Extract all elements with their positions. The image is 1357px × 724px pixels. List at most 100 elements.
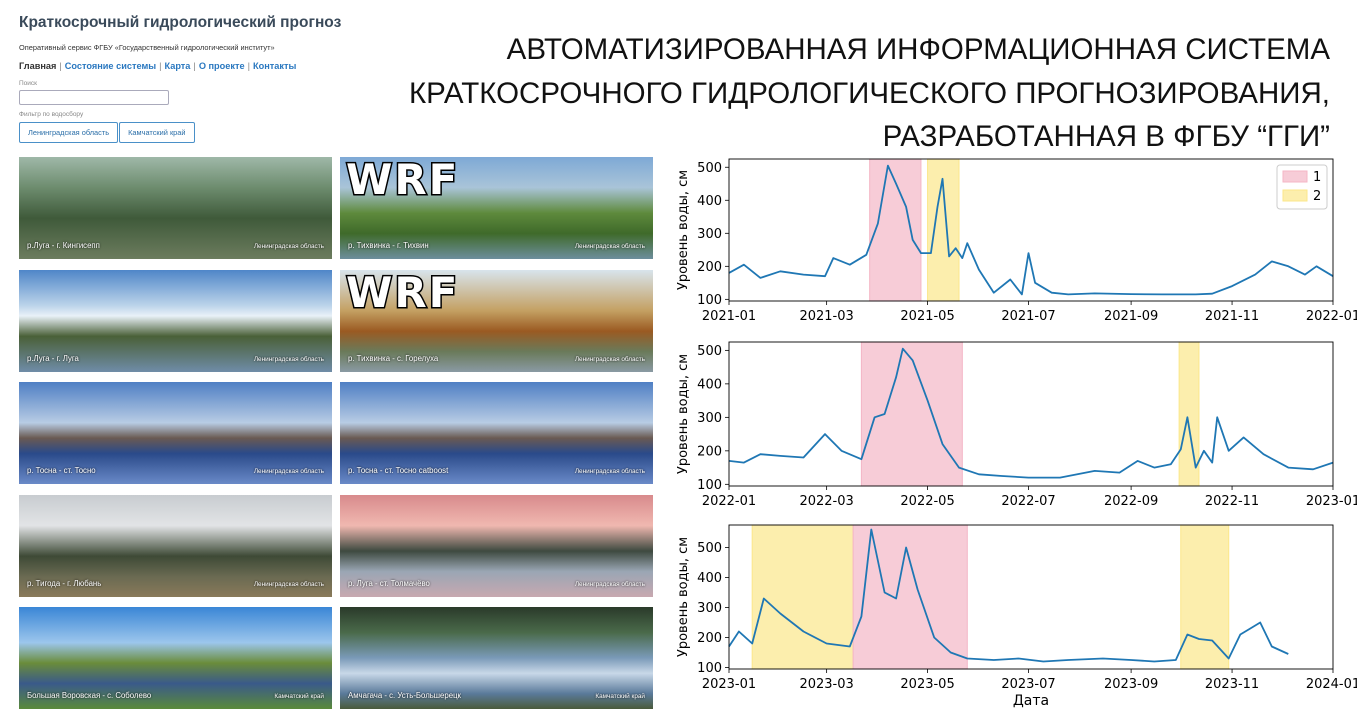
headline: АВТОМАТИЗИРОВАННАЯ ИНФОРМАЦИОННАЯ СИСТЕМ… [409, 28, 1330, 159]
search-input[interactable] [19, 90, 169, 105]
filter-group: Ленинградская область Камчатский край [19, 122, 195, 143]
plot-frame [728, 158, 1334, 302]
station-photo [340, 157, 653, 259]
station-region: Ленинградская область [253, 355, 324, 363]
y-axis-label: Уровень воды, см [676, 170, 691, 290]
station-card[interactable]: WRF р. Тихвинка - с. Горелуха Ленинградска… [340, 269, 653, 372]
station-photo [19, 494, 332, 597]
headline-line-2: КРАТКОСРОЧНОГО ГИДРОЛОГИЧЕСКОГО ПРОГНОЗИ… [408, 76, 1330, 110]
x-tick-label: 2022-09 [1104, 494, 1158, 509]
filter-label: Фильтр по водосбору [19, 111, 84, 118]
station-name: р. Тосна - ст. Тосно [27, 466, 96, 475]
x-tick-label: 2023-01 [1306, 494, 1357, 509]
station-card[interactable]: р.Луга - г. Луга Ленинградская область [19, 269, 332, 372]
station-region: Ленинградская область [574, 468, 645, 475]
y-tick-label: 300 [697, 601, 722, 616]
y-axis-label: Уровень воды, см [676, 354, 691, 474]
site-title: Краткосрочный гидрологический прогноз [19, 14, 342, 31]
wrf-badge: WRF [344, 269, 460, 317]
highlight-band [751, 524, 854, 670]
y-tick-label: 100 [697, 661, 722, 676]
x-tick-label: 2023-07 [1001, 677, 1055, 692]
charts-panel: 100 200 300 400 500 2021-01 2021-03 2021-05 2021… [670, 150, 1357, 719]
station-card[interactable]: р. Тосна - ст. Тосно Ленинградская област… [19, 382, 332, 484]
headline-line-3: РАЗРАБОТАННАЯ В ФГБУ “ГГИ” [882, 120, 1330, 153]
station-card[interactable]: р. Луга - ст. Толмачёво Ленинградская обл… [340, 494, 653, 597]
highlight-band [852, 524, 968, 670]
x-tick-label: 2021-01 [702, 309, 756, 324]
station-photo [19, 607, 332, 709]
x-tick-label: 2022-03 [799, 494, 853, 509]
y-tick-label: 500 [697, 161, 722, 176]
station-photo [340, 269, 653, 372]
station-card[interactable]: WRF р. Тихвинка - г. Тихвин Ленинградская … [340, 157, 653, 259]
station-region: Ленинградская область [574, 580, 645, 588]
x-tick-label: 2023-09 [1104, 677, 1158, 692]
x-tick-label: 2022-05 [900, 494, 954, 509]
website-screenshot: Краткосрочный гидрологический прогноз Оп… [0, 0, 660, 719]
x-tick-label: 2023-05 [900, 677, 954, 692]
station-name: р. Тосна - ст. Тосно catboost [348, 466, 449, 475]
x-tick-label: 2023-03 [799, 677, 853, 692]
station-photo [340, 607, 653, 709]
station-name: р. Луга - ст. Толмачёво [348, 578, 430, 588]
highlight-band [860, 341, 963, 487]
filter-leningrad-button[interactable]: Ленинградская область [19, 122, 119, 143]
station-card[interactable]: Амчагача - с. Усть-Большерецк Камчатский … [340, 607, 653, 709]
x-tick-label: 2021-03 [799, 309, 853, 324]
station-name: р. Тихвинка - с. Горелуха [348, 353, 439, 363]
series-line [728, 347, 1334, 479]
station-region: Ленинградская область [574, 355, 645, 363]
station-name: р. Тихвинка - г. Тихвин [348, 241, 429, 250]
x-tick-label: 2021-05 [900, 309, 954, 324]
station-region: Ленинградская область [253, 580, 324, 588]
station-photo [19, 382, 332, 484]
search-label: Поиск [19, 80, 38, 87]
nav-contacts[interactable]: Контакты [253, 61, 297, 71]
station-card[interactable]: р.Луга - г. Кингисепп Ленинградская облас… [19, 157, 332, 259]
x-tick-label: 2024-01 [1306, 677, 1357, 692]
y-tick-label: 200 [697, 631, 722, 646]
chart-3: 100 200 300 400 500 2023-01 2023-03 2023-05 2023… [676, 524, 1357, 709]
station-region: Камчатский край [274, 693, 324, 700]
x-tick-label: 2023-01 [702, 677, 756, 692]
legend-swatch [1282, 170, 1308, 183]
chart-2: 100 200 300 400 500 2022-01 2022-03 2022-05 2022… [676, 341, 1357, 509]
station-name: р.Луга - г. Луга [27, 353, 79, 363]
x-tick-label: 2022-01 [1306, 309, 1357, 324]
y-tick-label: 400 [697, 377, 722, 392]
nav-status[interactable]: Состояние системы [64, 61, 157, 71]
x-tick-label: 2022-11 [1205, 494, 1259, 509]
y-tick-label: 200 [697, 444, 722, 459]
station-card[interactable]: Большая Воровская - с. Соболево Камчатски… [19, 607, 332, 709]
nav-home[interactable]: Главная [19, 61, 57, 71]
nav-about[interactable]: О проекте [198, 61, 245, 71]
wrf-badge: WRF [344, 157, 460, 204]
station-region: Ленинградская область [253, 468, 324, 475]
y-tick-label: 200 [697, 260, 722, 275]
y-tick-label: 500 [697, 344, 722, 359]
series-line [728, 528, 1289, 663]
y-tick-label: 100 [697, 478, 722, 493]
y-tick-label: 100 [697, 293, 722, 308]
y-tick-label: 400 [697, 571, 722, 586]
x-tick-label: 2021-11 [1205, 309, 1259, 324]
filter-kamchatka-button[interactable]: Камчатский край [119, 122, 195, 143]
highlight-band [1180, 524, 1230, 670]
station-name: р.Луга - г. Кингисепп [27, 241, 100, 250]
station-card[interactable]: р. Тосна - ст. Тосно catboost Ленинградск… [340, 382, 653, 484]
station-region: Камчатский край [595, 693, 645, 700]
station-photo [340, 494, 653, 597]
station-name: Амчагача - с. Усть-Большерецк [348, 691, 461, 700]
y-tick-label: 500 [697, 541, 722, 556]
y-tick-label: 300 [697, 411, 722, 426]
nav-map[interactable]: Карта [164, 61, 191, 71]
legend-label: 1 [1313, 170, 1321, 185]
x-tick-label: 2022-01 [702, 494, 756, 509]
station-card[interactable]: р. Тигода - г. Любань Ленинградская облас… [19, 494, 332, 597]
station-region: Ленинградская область [253, 243, 324, 250]
plot-frame [728, 524, 1334, 670]
station-photo [19, 157, 332, 259]
station-name: Большая Воровская - с. Соболево [27, 691, 152, 700]
plot-frame [728, 341, 1334, 487]
